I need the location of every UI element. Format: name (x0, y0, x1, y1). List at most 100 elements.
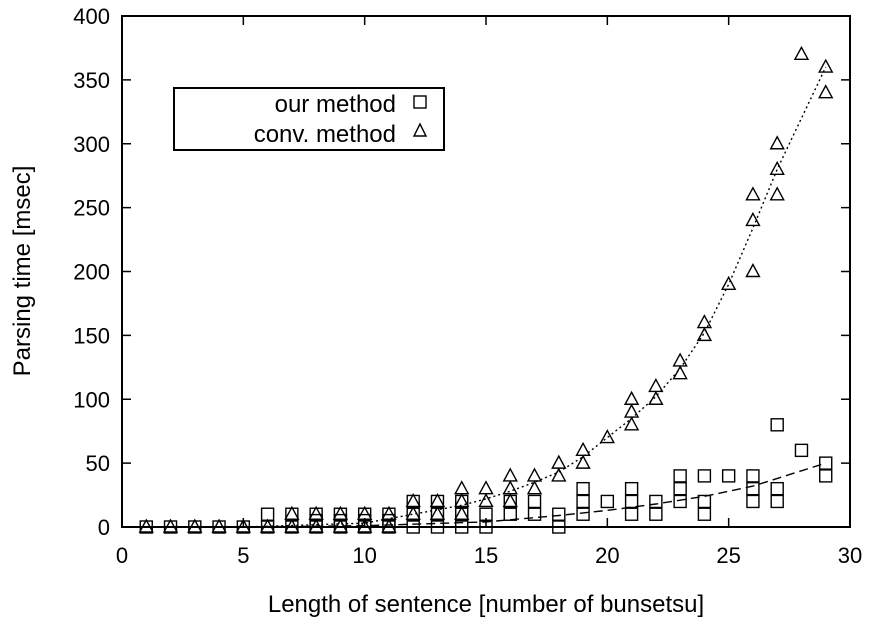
legend-label-conv-method: conv. method (254, 121, 396, 148)
triangle-marker (405, 505, 421, 520)
triangle-marker (648, 378, 664, 393)
triangle-marker (526, 467, 543, 482)
triangle-marker (623, 416, 640, 431)
x-tick-label: 15 (474, 543, 498, 568)
square-marker (721, 469, 736, 483)
triangle-marker (284, 505, 300, 520)
triangle-marker (429, 492, 446, 508)
triangle-marker (526, 480, 543, 495)
triangle-marker (187, 518, 203, 533)
x-tick-label: 0 (116, 543, 128, 568)
y-tick-label: 250 (73, 196, 110, 221)
triangle-marker (454, 480, 470, 495)
square-marker (673, 469, 687, 483)
square-marker (600, 494, 615, 509)
triangle-marker (818, 84, 834, 99)
triangle-marker (720, 275, 737, 290)
triangle-marker (308, 518, 324, 533)
triangle-marker (575, 454, 591, 469)
square-marker (576, 507, 590, 521)
triangle-marker (332, 518, 349, 533)
triangle-marker (745, 211, 761, 227)
legend-label-our-method: our method (275, 91, 396, 118)
square-marker (624, 481, 639, 496)
square-marker (819, 469, 833, 483)
x-tick-label: 20 (595, 543, 619, 568)
square-marker (697, 469, 712, 483)
x-axis-label: Length of sentence [number of bunsetsu] (268, 591, 704, 618)
triangle-marker (769, 186, 785, 201)
square-marker (770, 418, 784, 432)
square-marker (503, 507, 517, 521)
fit-line-conv-method (146, 66, 827, 528)
triangle-marker (672, 365, 688, 380)
square-marker (819, 456, 833, 470)
triangle-marker (405, 492, 421, 508)
x-tick-label: 5 (237, 543, 249, 568)
triangle-marker (818, 58, 834, 73)
data-markers (138, 45, 834, 534)
triangle-marker (769, 160, 785, 176)
triangle-marker (284, 518, 300, 533)
square-marker (576, 494, 590, 509)
y-tick-label: 0 (98, 515, 110, 540)
triangle-marker (259, 518, 276, 533)
square-marker (406, 520, 420, 534)
triangle-marker (599, 429, 616, 444)
triangle-marker (211, 518, 227, 533)
square-marker (770, 481, 784, 496)
square-marker (673, 494, 687, 509)
square-marker (697, 494, 712, 509)
triangle-marker (332, 505, 349, 520)
square-marker (746, 481, 760, 496)
triangle-marker (745, 263, 761, 278)
triangle-marker (381, 518, 397, 533)
triangle-marker (575, 441, 591, 457)
triangle-marker (551, 454, 567, 469)
triangle-marker (429, 505, 446, 520)
triangle-marker (623, 403, 640, 418)
y-tick-label: 400 (73, 4, 110, 29)
square-marker (576, 481, 590, 496)
square-marker (624, 507, 639, 521)
square-marker (455, 520, 469, 534)
triangle-marker (502, 480, 518, 495)
y-tick-label: 350 (73, 68, 110, 93)
triangle-marker (454, 505, 470, 520)
triangle-marker (502, 467, 518, 482)
legend-square-marker (413, 95, 427, 109)
x-tick-label: 25 (716, 543, 740, 568)
triangle-marker (235, 518, 252, 533)
square-marker (649, 494, 663, 509)
square-marker (479, 507, 493, 521)
y-tick-label: 100 (73, 387, 110, 412)
y-tick-label: 200 (73, 260, 110, 285)
triangle-marker (356, 518, 373, 533)
square-marker (794, 443, 809, 458)
x-tick-label: 10 (352, 543, 376, 568)
triangle-marker (162, 518, 179, 533)
legend: our method conv. method (173, 87, 445, 151)
triangle-marker (769, 135, 785, 150)
fit-lines (146, 66, 827, 528)
triangle-marker (672, 352, 688, 367)
square-marker (624, 494, 639, 509)
triangle-marker (478, 480, 494, 495)
square-marker (527, 494, 542, 509)
y-tick-label: 300 (73, 132, 110, 157)
x-tick-label: 30 (838, 543, 862, 568)
y-axis-label: Parsing time [msec] (9, 166, 36, 377)
legend-box (173, 87, 445, 151)
triangle-marker (793, 45, 810, 61)
square-marker (552, 520, 566, 534)
y-tick-label: 50 (86, 451, 110, 476)
square-marker (697, 507, 712, 521)
square-marker (527, 507, 542, 521)
square-marker (649, 507, 663, 521)
triangle-marker (696, 326, 713, 342)
triangle-marker (623, 390, 640, 405)
triangle-marker (454, 492, 470, 508)
square-marker (673, 481, 687, 496)
triangle-marker (502, 492, 518, 508)
triangle-marker (478, 492, 494, 508)
